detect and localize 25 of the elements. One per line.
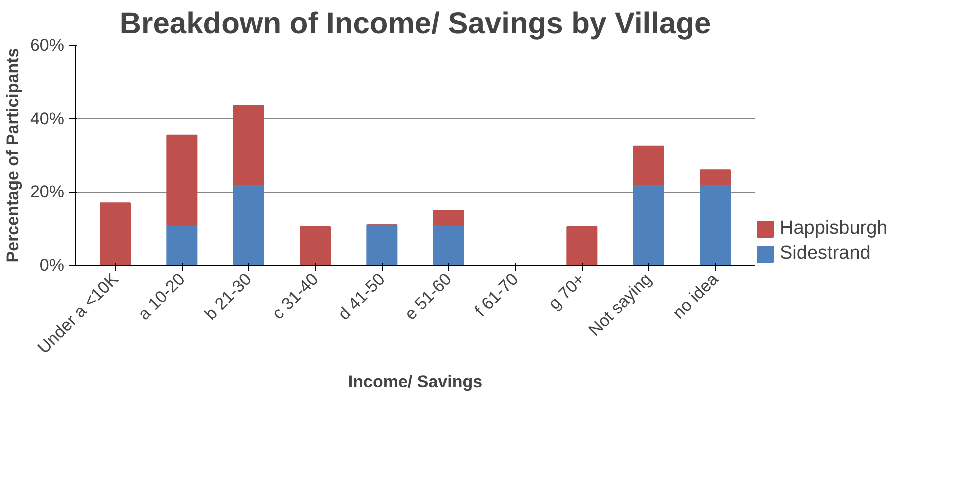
bar	[633, 146, 664, 186]
bar	[100, 202, 131, 266]
x-tick-label: g 70+	[545, 270, 589, 314]
y-tick-label: 60%	[30, 36, 65, 55]
bar	[633, 184, 664, 266]
x-axis-title: Income/ Savings	[348, 372, 483, 392]
y-tick-label: 20%	[30, 182, 65, 202]
legend-label: Happisburgh	[780, 218, 888, 240]
bar	[566, 226, 598, 266]
y-tick-label: 0%	[40, 256, 65, 275]
bar	[300, 226, 331, 266]
bar	[366, 224, 398, 266]
bar	[700, 184, 731, 266]
chart-title: Breakdown of Income/ Savings by Village	[120, 8, 712, 40]
bar	[166, 224, 198, 266]
y-tick-label: 40%	[30, 109, 65, 128]
bar	[433, 210, 464, 226]
x-tick-label: no idea	[669, 269, 723, 323]
bar	[233, 106, 264, 186]
y-axis-title: Percentage of Participants	[3, 48, 22, 263]
bar	[233, 184, 264, 266]
bar	[166, 134, 198, 226]
bar	[433, 224, 464, 266]
bar	[700, 170, 731, 186]
legend-label: Sidestrand	[780, 243, 871, 265]
